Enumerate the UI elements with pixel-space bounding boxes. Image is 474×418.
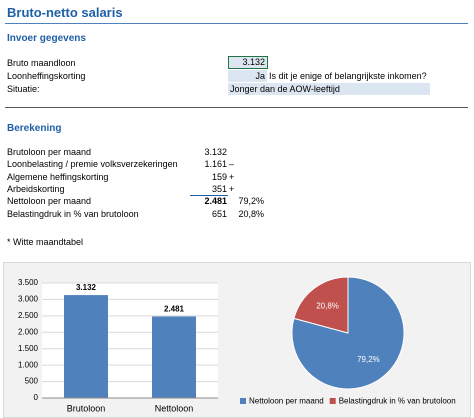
sheet-title: Bruto-netto salaris: [7, 5, 123, 20]
y-tick-label: 1.500: [18, 344, 39, 353]
pie-slice: [293, 276, 349, 334]
calc-percent: 20,8%: [238, 208, 264, 219]
x-tick-label: Nettoloon: [155, 403, 194, 413]
calc-heading: Berekening: [7, 123, 62, 134]
calc-value: 651: [211, 208, 227, 219]
y-tick-label: 0: [34, 393, 39, 402]
input-label: Situatie:: [7, 84, 40, 94]
y-tick-label: 3.500: [18, 278, 39, 287]
calc-sign: +: [229, 171, 235, 182]
legend-label: Belastingdruk in % van brutoloon: [339, 397, 456, 406]
value-label: 20,8%: [316, 301, 339, 310]
y-tick-label: 2.000: [18, 327, 39, 336]
calc-value: 2.481: [204, 196, 227, 207]
bar: [64, 295, 108, 398]
value-label: 3.132: [76, 283, 97, 292]
x-tick-label: Brutoloon: [67, 403, 106, 413]
calc-percent: 79,2%: [238, 196, 264, 207]
legend-swatch: [240, 398, 246, 404]
y-tick-label: 1.000: [18, 360, 39, 369]
calc-value: 159: [211, 171, 227, 182]
y-tick-label: 2.500: [18, 311, 39, 320]
calc-value: 3.132: [204, 147, 227, 157]
bar: [152, 316, 196, 398]
input-heading: Invoer gegevens: [7, 33, 86, 44]
input-label: Bruto maandloon: [7, 58, 76, 68]
y-tick-label: 500: [25, 377, 39, 386]
value-label: 79,2%: [357, 355, 380, 364]
calc-value: 1.161: [204, 159, 227, 170]
sum-rule: [190, 195, 228, 196]
input-label: Loonheffingskorting: [7, 71, 86, 81]
calc-label: Nettoloon per maand: [7, 196, 92, 207]
input-cell[interactable]: 3.132: [228, 56, 268, 69]
calc-label: Brutoloon per maand: [7, 147, 92, 157]
calc-label: Arbeidskorting: [7, 183, 65, 194]
legend-swatch: [329, 398, 336, 404]
value-label: 2.481: [164, 305, 185, 314]
input-cell[interactable]: Jonger dan de AOW-leeftijd: [228, 83, 430, 95]
calc-value: 351: [211, 183, 227, 194]
calc-sign: +: [229, 183, 235, 194]
section-rule: [5, 107, 468, 108]
input-cell[interactable]: Ja: [228, 70, 267, 82]
y-tick-label: 3.000: [18, 295, 39, 304]
calc-label: Algemene heffingskorting: [7, 171, 109, 182]
input-question: Is dit je enige of belangrijkste inkomen…: [269, 71, 427, 81]
note: * Witte maandtabel: [7, 237, 84, 247]
calc-sign: –: [229, 159, 235, 170]
legend-label: Nettoloon per maand: [249, 397, 324, 406]
calc-label: Belastingdruk in % van brutoloon: [7, 208, 139, 219]
calc-label: Loonbelasting / premie volksverzekeringe…: [7, 159, 178, 170]
title-rule: [5, 23, 468, 24]
